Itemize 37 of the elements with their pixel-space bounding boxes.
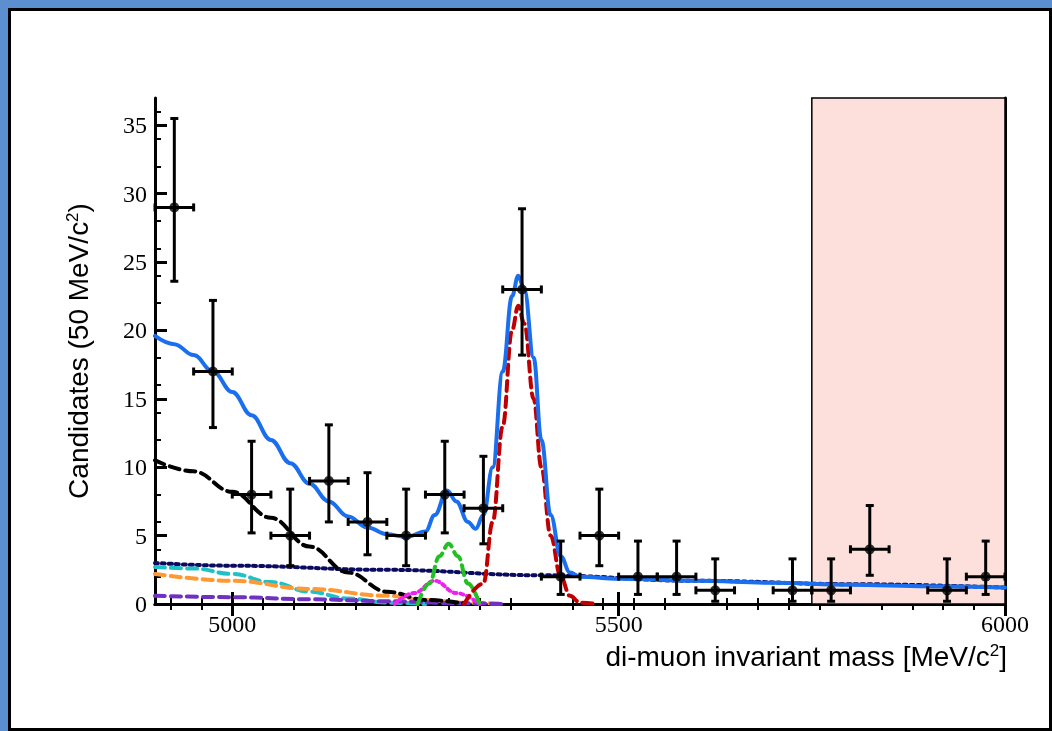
point xyxy=(285,530,296,541)
y-tick-label: 10 xyxy=(123,454,147,481)
x-tick-label: 5500 xyxy=(594,611,643,637)
point xyxy=(323,475,334,486)
line-series xyxy=(153,273,1007,590)
x-tick-label: 5000 xyxy=(208,611,257,637)
y-tick-label: 35 xyxy=(123,112,147,139)
point xyxy=(864,544,875,555)
point xyxy=(362,516,373,527)
y-tick-label: 5 xyxy=(135,522,147,549)
x-tick-label: 6000 xyxy=(981,611,1029,637)
point xyxy=(169,202,180,213)
y-tick-label: 20 xyxy=(123,317,147,344)
line-series xyxy=(462,303,598,606)
y-tick-label: 15 xyxy=(123,385,147,412)
y-axis-title: Candidates (50 MeV/c2) xyxy=(63,203,94,499)
point xyxy=(555,571,566,582)
point xyxy=(401,530,412,541)
point xyxy=(439,489,450,500)
point xyxy=(246,489,257,500)
point xyxy=(671,571,682,582)
point xyxy=(632,571,643,582)
point xyxy=(517,284,528,295)
point xyxy=(594,530,605,541)
line-series xyxy=(153,565,428,606)
point xyxy=(207,366,218,377)
y-tick-label: 0 xyxy=(135,591,147,617)
point xyxy=(478,503,489,514)
y-tick-label: 25 xyxy=(123,249,147,276)
point xyxy=(710,585,721,596)
point xyxy=(980,571,991,582)
line-series xyxy=(153,593,505,606)
y-tick-label: 30 xyxy=(123,180,147,207)
point xyxy=(787,585,798,596)
line-series xyxy=(415,541,482,606)
point xyxy=(826,585,837,596)
point xyxy=(942,585,953,596)
